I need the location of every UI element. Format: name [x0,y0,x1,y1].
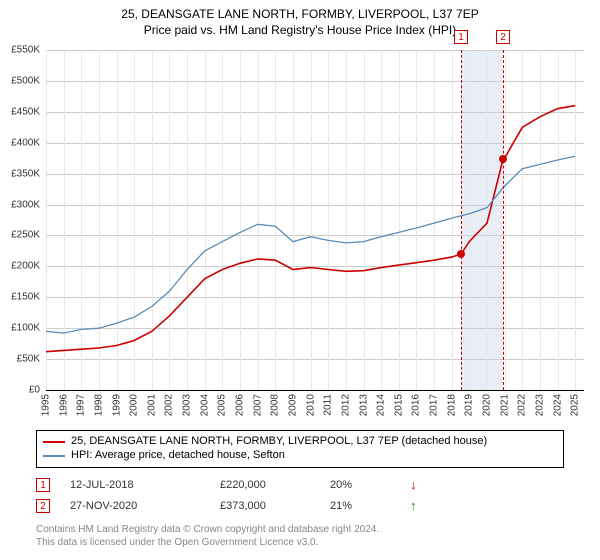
legend-label: HPI: Average price, detached house, Seft… [71,449,285,463]
x-tick-label: 1999 [111,394,122,416]
sale-pct: 20% [330,479,390,491]
sale-pct: 21% [330,500,390,512]
legend: 25, DEANSGATE LANE NORTH, FORMBY, LIVERP… [36,430,564,468]
legend-item: 25, DEANSGATE LANE NORTH, FORMBY, LIVERP… [43,435,557,449]
x-tick-label: 2006 [235,394,246,416]
y-tick-label: £50K [17,354,40,365]
y-tick-label: £300K [11,199,40,210]
legend-item: HPI: Average price, detached house, Seft… [43,449,557,463]
y-tick-label: £150K [11,292,40,303]
x-tick-label: 2010 [305,394,316,416]
sales-table: 1 12-JUL-2018 £220,000 20% ↓ 2 27-NOV-20… [36,474,564,516]
x-tick-label: 2022 [517,394,528,416]
x-tick-label: 2013 [358,394,369,416]
x-tick-label: 1997 [76,394,87,416]
sale-date: 27-NOV-2020 [70,500,200,512]
x-tick-label: 2025 [570,394,581,416]
sale-index-box: 2 [36,499,50,513]
y-tick-label: £500K [11,75,40,86]
x-tick-label: 2008 [270,394,281,416]
x-tick-label: 1996 [58,394,69,416]
x-tick-label: 2017 [429,394,440,416]
y-tick-label: £550K [11,45,40,56]
x-tick-label: 2001 [146,394,157,416]
x-tick-label: 2015 [393,394,404,416]
x-tick-label: 2004 [199,394,210,416]
x-tick-label: 2012 [340,394,351,416]
y-tick-label: £200K [11,261,40,272]
x-tick-label: 2014 [376,394,387,416]
y-tick-label: £450K [11,106,40,117]
sale-index-box: 1 [36,478,50,492]
footnote-line: This data is licensed under the Open Gov… [36,537,564,550]
x-tick-label: 2016 [411,394,422,416]
x-tick-label: 2000 [129,394,140,416]
footnote-line: Contains HM Land Registry data © Crown c… [36,524,564,537]
sale-marker-label: 2 [496,30,510,44]
y-tick-label: £400K [11,137,40,148]
x-tick-label: 2002 [164,394,175,416]
title-line-1: 25, DEANSGATE LANE NORTH, FORMBY, LIVERP… [0,6,600,22]
x-tick-label: 2005 [217,394,228,416]
x-tick-label: 2007 [252,394,263,416]
y-tick-label: £250K [11,230,40,241]
sale-date: 12-JUL-2018 [70,479,200,491]
x-tick-label: 2024 [552,394,563,416]
x-tick-label: 2019 [464,394,475,416]
sales-row: 2 27-NOV-2020 £373,000 21% ↑ [36,495,564,516]
x-tick-label: 1995 [41,394,52,416]
sales-row: 1 12-JUL-2018 £220,000 20% ↓ [36,474,564,495]
footnote: Contains HM Land Registry data © Crown c… [36,524,564,549]
sale-price: £373,000 [220,500,310,512]
x-tick-label: 2023 [534,394,545,416]
arrow-up-icon: ↑ [410,498,424,513]
y-tick-label: £0 [29,385,40,396]
y-tick-label: £350K [11,168,40,179]
legend-swatch [43,441,65,443]
sale-price: £220,000 [220,479,310,491]
arrow-down-icon: ↓ [410,477,424,492]
chart-area: 12 £0£50K£100K£150K£200K£250K£300K£350K£… [46,50,584,390]
legend-label: 25, DEANSGATE LANE NORTH, FORMBY, LIVERP… [71,435,487,449]
x-tick-label: 1998 [93,394,104,416]
x-tick-label: 2021 [499,394,510,416]
x-tick-label: 2020 [481,394,492,416]
sale-marker-label: 1 [454,30,468,44]
x-tick-label: 2003 [182,394,193,416]
y-tick-label: £100K [11,323,40,334]
x-tick-label: 2011 [323,394,334,416]
x-tick-label: 2018 [446,394,457,416]
legend-swatch [43,455,65,457]
x-tick-label: 2009 [287,394,298,416]
